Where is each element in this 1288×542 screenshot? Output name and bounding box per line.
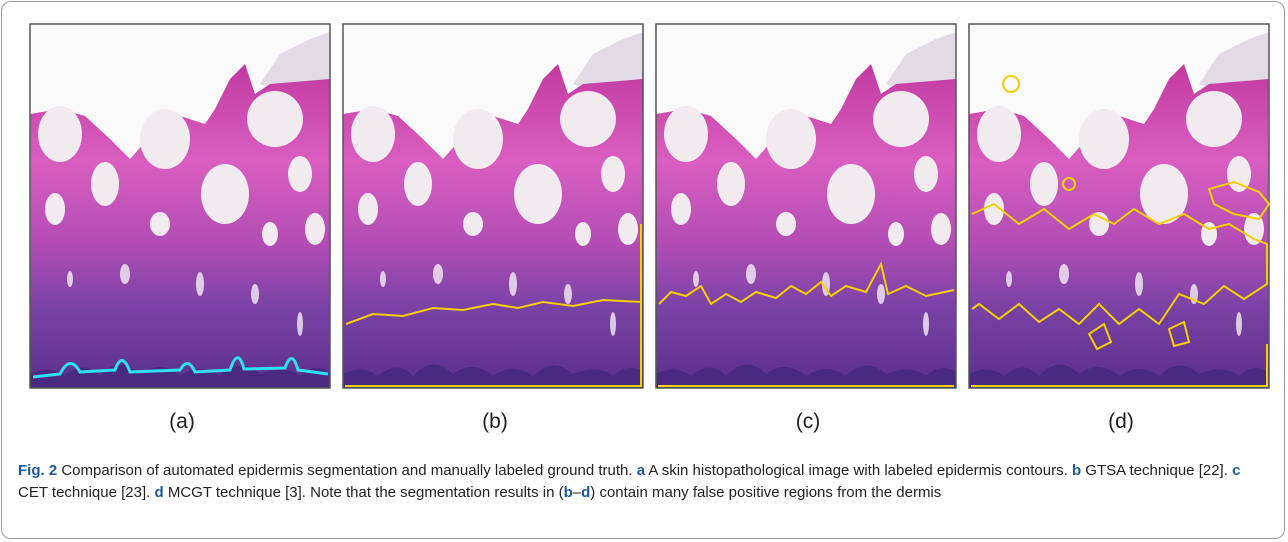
caption-text: CET technique [23]. — [18, 484, 154, 501]
panel-image — [343, 24, 643, 388]
panel-label: (d) — [1061, 410, 1181, 434]
caption-text: Comparison of automated epidermis segmen… — [57, 462, 637, 479]
panel-image — [30, 24, 330, 388]
caption-bold: d — [581, 484, 590, 501]
panel-image — [969, 24, 1269, 388]
figure-caption: Fig. 2 Comparison of automated epidermis… — [18, 460, 1268, 504]
caption-text: GTSA technique [22]. — [1081, 462, 1232, 479]
caption-text: – — [573, 484, 581, 501]
caption-text: MCGT technique [3]. Note that the segmen… — [164, 484, 564, 501]
caption-bold: d — [154, 484, 163, 501]
caption-bold: c — [1232, 462, 1240, 479]
figure-images — [0, 0, 1288, 400]
caption-bold: a — [637, 462, 645, 479]
caption-text: ) contain many false positive regions fr… — [590, 484, 941, 501]
caption-bold: b — [564, 484, 573, 501]
panel-label: (a) — [122, 410, 242, 434]
panel-label: (b) — [435, 410, 555, 434]
panel-image — [656, 24, 956, 388]
caption-bold: Fig. 2 — [18, 462, 57, 479]
panel-label: (c) — [748, 410, 868, 434]
caption-bold: b — [1072, 462, 1081, 479]
caption-text: A skin histopathological image with labe… — [645, 462, 1072, 479]
